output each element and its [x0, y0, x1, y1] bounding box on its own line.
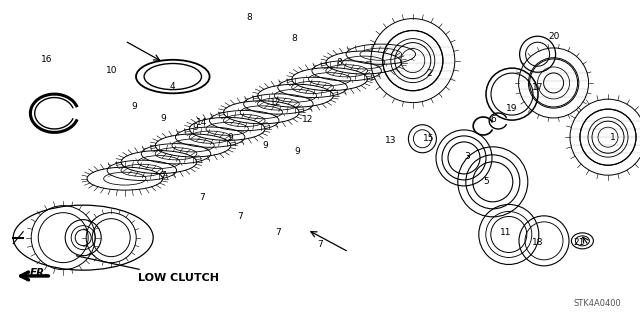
Text: 3: 3 — [465, 152, 470, 161]
Text: 17: 17 — [532, 83, 543, 92]
Text: FR.: FR. — [30, 268, 49, 278]
Text: 8: 8 — [247, 13, 252, 22]
Text: 2: 2 — [426, 69, 431, 78]
Text: STK4A0400: STK4A0400 — [573, 299, 621, 308]
Text: 1: 1 — [611, 133, 616, 142]
Text: 7: 7 — [317, 240, 323, 249]
Text: 7: 7 — [276, 228, 281, 237]
Text: 9: 9 — [263, 141, 268, 150]
Text: 14: 14 — [196, 118, 207, 127]
Text: 8: 8 — [292, 34, 297, 43]
Text: 20: 20 — [548, 32, 559, 41]
Text: 9: 9 — [193, 123, 198, 132]
Text: 8: 8 — [337, 58, 342, 67]
Text: 18: 18 — [532, 238, 543, 247]
Text: 9: 9 — [132, 102, 137, 111]
Text: 21: 21 — [573, 238, 585, 247]
Text: 10: 10 — [106, 66, 118, 75]
Text: 6: 6 — [490, 115, 495, 124]
Text: 11: 11 — [500, 228, 511, 237]
Text: 5: 5 — [484, 177, 489, 186]
Text: 9: 9 — [228, 133, 233, 142]
Text: LOW CLUTCH: LOW CLUTCH — [76, 256, 219, 283]
Text: 13: 13 — [385, 136, 396, 145]
Text: 7: 7 — [199, 193, 204, 202]
Text: 9: 9 — [295, 147, 300, 156]
Text: 15: 15 — [423, 134, 435, 143]
Text: 9: 9 — [161, 114, 166, 122]
Text: 7: 7 — [161, 171, 166, 180]
Text: 12: 12 — [301, 115, 313, 124]
Text: 7: 7 — [237, 212, 243, 221]
Text: 19: 19 — [506, 104, 518, 113]
Text: 12: 12 — [269, 98, 281, 107]
Text: 16: 16 — [41, 55, 52, 63]
Text: 4: 4 — [170, 82, 175, 91]
